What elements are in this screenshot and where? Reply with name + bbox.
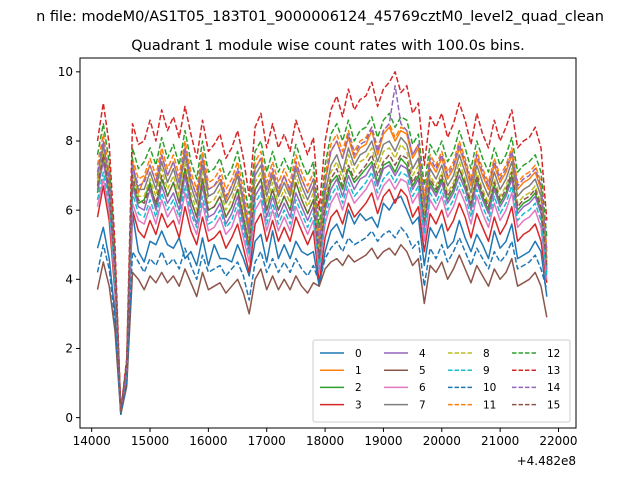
- y-tick-label: 8: [65, 134, 73, 148]
- y-tick-label: 6: [65, 203, 73, 217]
- legend-label-8: 8: [483, 348, 490, 360]
- x-tick-label: 15000: [131, 434, 169, 448]
- legend-label-2: 2: [355, 382, 362, 394]
- series-line-3: [96, 185, 548, 415]
- legend-label-10: 10: [483, 382, 496, 394]
- x-axis: 14000 15000 16000 17000 18000 19000 20000 21000…: [73, 428, 578, 448]
- x-offset-label: +4.482e8: [517, 454, 576, 468]
- legend-label-3: 3: [355, 399, 362, 411]
- x-tick-label: 17000: [248, 434, 286, 448]
- chart-title: Quadrant 1 module wise count rates with …: [131, 38, 525, 54]
- x-tick-label: 19000: [364, 434, 402, 448]
- series-line-12: [96, 112, 548, 412]
- legend-label-15: 15: [547, 399, 560, 411]
- legend-label-1: 1: [355, 365, 362, 377]
- x-tick-label: 16000: [189, 434, 227, 448]
- legend-label-4: 4: [419, 348, 426, 360]
- series-line-13: [96, 71, 548, 412]
- x-tick-label: 21000: [481, 434, 519, 448]
- series-line-10: [96, 226, 548, 415]
- series-line-14: [96, 84, 548, 412]
- legend-label-12: 12: [547, 348, 560, 360]
- legend-label-7: 7: [419, 399, 426, 411]
- y-tick-label: 2: [65, 342, 73, 356]
- y-tick-label: 0: [65, 411, 73, 425]
- y-axis: 0 2 4 6 8 10: [58, 65, 80, 425]
- legend-label-5: 5: [419, 365, 426, 377]
- y-tick-label: 4: [65, 273, 73, 287]
- legend-label-11: 11: [483, 399, 496, 411]
- series-line-5: [96, 243, 548, 415]
- legend-label-0: 0: [355, 348, 362, 360]
- series-line-6: [96, 178, 548, 412]
- y-tick-label: 10: [58, 65, 73, 79]
- plot-frame: [79, 57, 577, 429]
- legend-label-9: 9: [483, 365, 490, 377]
- x-tick-label: 20000: [423, 434, 461, 448]
- x-tick-label: 14000: [73, 434, 111, 448]
- series-layer: [96, 71, 548, 415]
- x-tick-label: 22000: [539, 434, 577, 448]
- legend-label-14: 14: [547, 382, 561, 394]
- x-tick-label: 18000: [306, 434, 344, 448]
- figure-suptitle: n file: modeM0/AS1T05_183T01_9000006124_…: [36, 9, 604, 25]
- series-line-9: [96, 171, 548, 412]
- legend-frame: [312, 339, 571, 423]
- series-line-15: [96, 154, 548, 412]
- legend-label-13: 13: [547, 365, 560, 377]
- legend-label-6: 6: [419, 382, 426, 394]
